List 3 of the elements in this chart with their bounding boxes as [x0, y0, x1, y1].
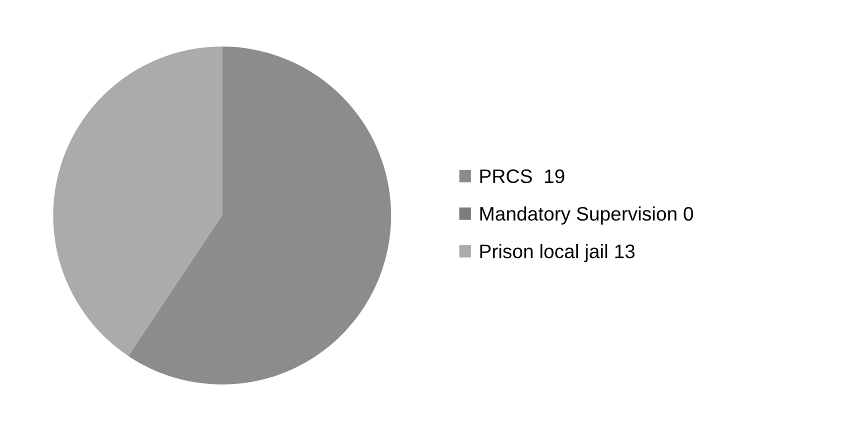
legend-label: Prison local jail 13	[480, 244, 635, 262]
legend-label: Mandatory Supervision 0	[480, 206, 694, 225]
legend-label: PRCS 19	[480, 169, 564, 184]
